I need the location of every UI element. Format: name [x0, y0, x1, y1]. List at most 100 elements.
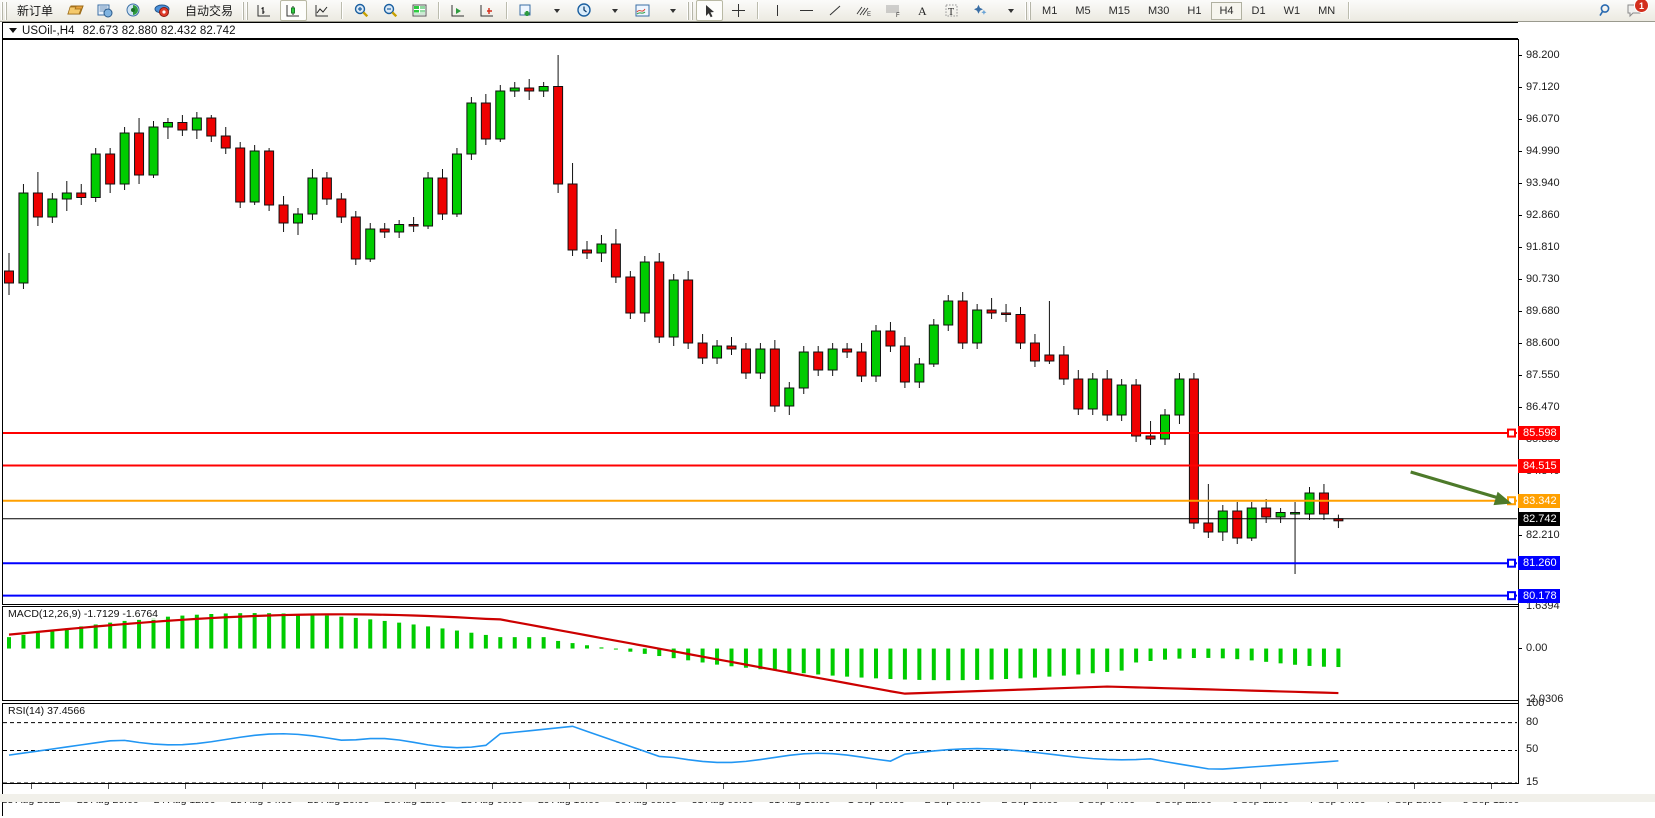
rsi-pane[interactable]: RSI(14) 37.4566 [2, 703, 1518, 784]
shapes-dropdown-arrow[interactable] [996, 0, 1023, 21]
data-window-icon[interactable] [406, 0, 433, 21]
label-icon[interactable]: T [938, 0, 965, 21]
time-tick [876, 784, 878, 789]
toolbar-separator-5 [1348, 2, 1351, 19]
timeframe-m5[interactable]: M5 [1075, 4, 1091, 17]
bar-chart-icon[interactable] [251, 0, 278, 21]
time-tick [1337, 784, 1339, 789]
timeframe-mn[interactable]: MN [1318, 4, 1336, 17]
chart-menu-caret-icon[interactable] [9, 28, 17, 33]
price-tick-label: 98.200 [1526, 49, 1560, 61]
timeframe-m15[interactable]: M15 [1108, 4, 1130, 17]
price-tick [1518, 279, 1522, 281]
time-tick [1260, 784, 1262, 789]
indicator-dropdown-arrow[interactable] [542, 0, 569, 21]
time-tick [722, 784, 724, 789]
main-toolbar: 新订单 自动交易 [0, 0, 1655, 22]
time-tick [492, 784, 494, 789]
time-tick [645, 784, 647, 789]
add-indicator-icon[interactable] [513, 0, 540, 21]
price-level-label-black[interactable]: 82.742 [1518, 511, 1560, 526]
toolbar-grip-3[interactable] [687, 1, 694, 20]
svg-text:A: A [918, 4, 927, 18]
zoom-out-icon[interactable] [377, 0, 404, 21]
svg-text:T: T [948, 7, 954, 18]
macd-chart-svg[interactable] [3, 607, 1517, 700]
new-order-button[interactable]: 新订单 [10, 0, 60, 21]
search-icon[interactable] [1592, 0, 1619, 21]
period-icon[interactable] [571, 0, 598, 21]
time-tick [31, 784, 32, 789]
template-icon[interactable] [629, 0, 656, 21]
shift-chart-icon[interactable] [445, 0, 472, 21]
price-tick [1518, 534, 1522, 536]
fibo-icon[interactable]: F [880, 0, 907, 21]
toolbar-separator-4 [757, 2, 760, 19]
time-tick [953, 784, 955, 789]
price-tick-label: 82.210 [1526, 528, 1560, 541]
publish-icon[interactable] [91, 0, 118, 21]
price-level-label-blue[interactable]: 80.178 [1518, 588, 1560, 603]
toolbar-grip-4[interactable] [1025, 1, 1032, 20]
toolbar-grip-2[interactable] [242, 1, 249, 20]
price-level-label-orange[interactable]: 83.342 [1518, 493, 1560, 508]
price-axis-line [1518, 39, 1519, 784]
chat-icon[interactable]: 1 [1621, 0, 1649, 21]
template-dropdown-arrow[interactable] [658, 0, 685, 21]
macd-tick-label: 1.6394 [1526, 600, 1560, 612]
timeframe-m1[interactable]: M1 [1042, 4, 1058, 17]
chart-symbol-period: USOil-,H4 [22, 24, 75, 37]
equidistant-channel-icon[interactable]: E [851, 0, 878, 21]
time-tick [1491, 784, 1492, 789]
shapes-icon[interactable] [967, 0, 994, 21]
price-tick-label: 91.810 [1526, 240, 1560, 253]
autotrade-label: 自动交易 [185, 4, 234, 18]
chart-header: USOil-,H4 82.673 82.880 82.432 82.742 [2, 22, 1518, 39]
price-tick-label: 89.680 [1526, 304, 1560, 317]
time-tick [799, 784, 801, 789]
time-tick [184, 784, 186, 789]
line-chart-icon[interactable] [309, 0, 336, 21]
price-tick-label: 93.940 [1526, 176, 1560, 189]
zoom-in-icon[interactable] [348, 0, 375, 21]
vline-icon[interactable] [764, 0, 791, 21]
toolbar-grip[interactable] [1, 1, 7, 20]
price-tick-label: 88.600 [1526, 337, 1560, 349]
price-chart-svg[interactable] [3, 40, 1517, 604]
folder-icon[interactable] [62, 0, 89, 21]
hline-icon[interactable] [793, 0, 820, 21]
crosshair-icon[interactable] [725, 0, 752, 21]
timeframe-m30[interactable]: M30 [1148, 4, 1170, 17]
autotrade-icon[interactable] [149, 0, 176, 21]
time-tick [1029, 784, 1031, 789]
price-level-label-blue[interactable]: 81.260 [1518, 556, 1560, 571]
time-tick [415, 784, 417, 789]
price-axis[interactable]: 98.200 97.120 96.070 94.990 93.940 92.860 91.8… [1518, 39, 1653, 788]
autotrade-button[interactable]: 自动交易 [178, 0, 240, 21]
price-level-label-red[interactable]: 85.598 [1518, 426, 1560, 441]
price-tick [1518, 343, 1522, 344]
price-tick-label: 97.120 [1526, 81, 1560, 94]
auto-scroll-icon[interactable] [474, 0, 501, 21]
timeframe-h4[interactable]: H4 [1211, 1, 1242, 20]
price-pane[interactable] [2, 39, 1518, 605]
time-tick [1183, 784, 1185, 789]
timeframe-d1[interactable]: D1 [1251, 4, 1266, 17]
svg-text:E: E [867, 12, 871, 18]
candlestick-icon[interactable] [280, 0, 308, 21]
timeframe-w1[interactable]: W1 [1283, 4, 1301, 17]
price-level-label-red[interactable]: 84.515 [1518, 458, 1560, 473]
period-dropdown-arrow[interactable] [600, 0, 627, 21]
price-tick [1518, 55, 1522, 56]
signals-icon[interactable] [120, 0, 147, 21]
price-tick-label: 90.730 [1526, 273, 1560, 286]
horizontal-scrollbar[interactable] [0, 794, 1655, 802]
macd-tick-label: -2.0306 [1526, 693, 1564, 705]
timeframe-h1[interactable]: H1 [1187, 4, 1202, 17]
price-tick [1518, 87, 1522, 89]
macd-pane[interactable]: MACD(12,26,9) -1.7129 -1.6764 [2, 606, 1518, 701]
text-icon[interactable]: A [909, 0, 936, 21]
cursor-icon[interactable] [696, 0, 724, 21]
trendline-icon[interactable] [822, 0, 849, 21]
rsi-chart-svg[interactable] [3, 704, 1517, 783]
